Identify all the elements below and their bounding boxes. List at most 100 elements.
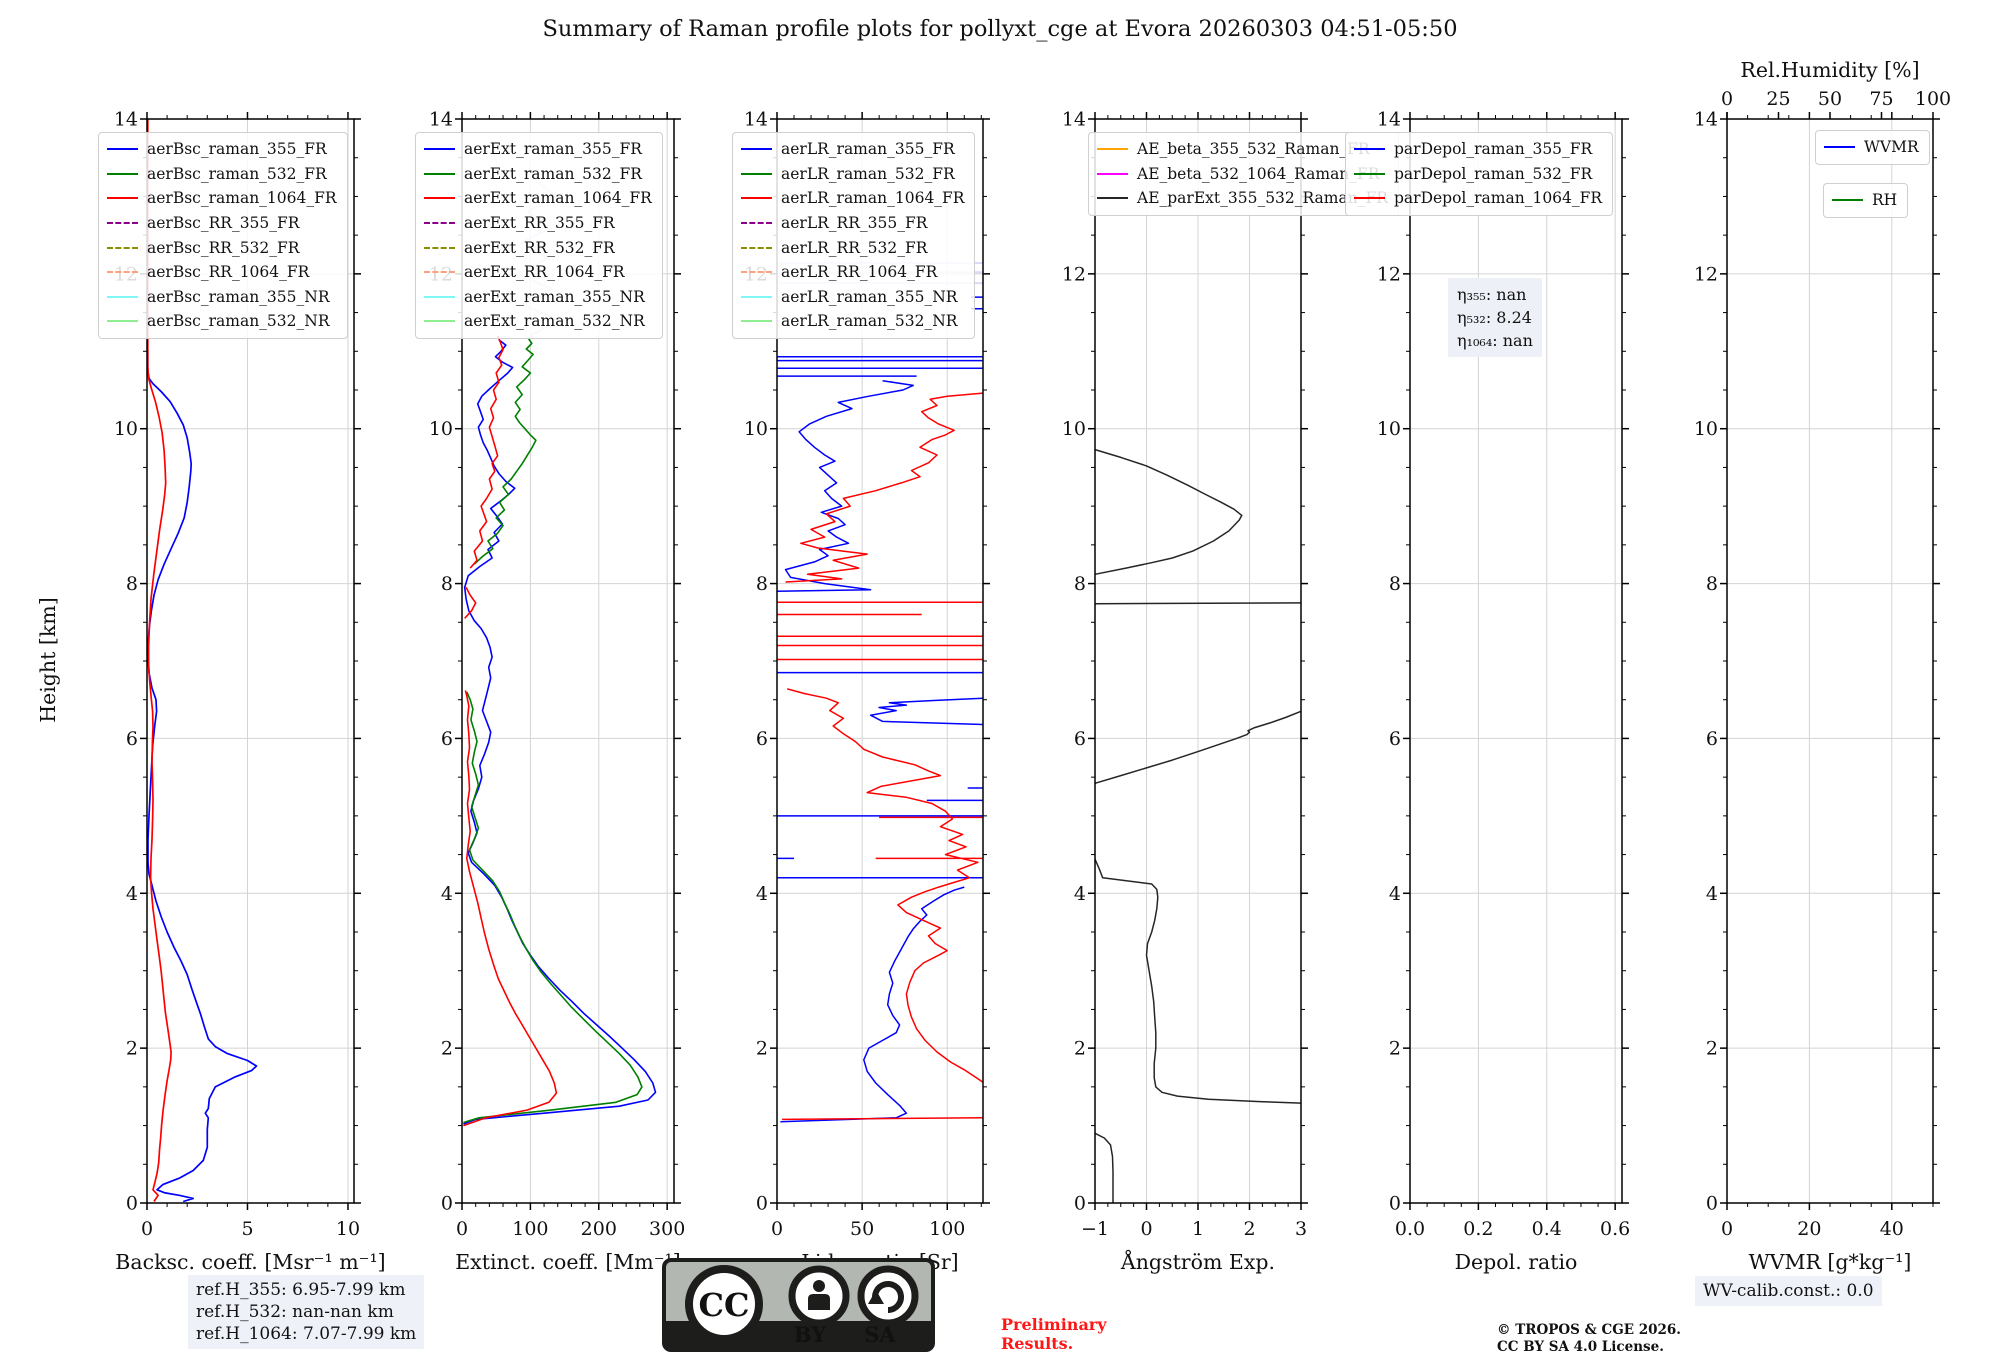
- y-tick-label: 6: [1074, 728, 1086, 750]
- y-tick-label: 12: [1062, 263, 1086, 285]
- y-tick-label: 14: [1694, 109, 1718, 131]
- plot-depol-ratio: 0.0 0.2 0.4 0.6 0 2 4 6 8 10 12 14 Depol. ratio: [1377, 109, 1630, 1275]
- x-tick-label: 100: [512, 1218, 548, 1240]
- series-aerExt_raman_355_NR_faint: [517, 180, 559, 337]
- page-title: Summary of Raman profile plots for polly…: [542, 16, 1458, 42]
- x-tick-label: 0: [1140, 1218, 1152, 1240]
- series-aerExt_raman_355_FR: [463, 339, 657, 1125]
- series-aerBsc_raman_355_FR: [146, 119, 258, 1203]
- plot-frame: [146, 118, 355, 1204]
- series-aerExt_raman_532_FR: [463, 336, 643, 1124]
- x-tick-label: 2: [1243, 1218, 1255, 1240]
- y-tick-label: 6: [1706, 728, 1718, 750]
- y-tick-label: 6: [126, 728, 138, 750]
- y-tick-label: 10: [1062, 418, 1086, 440]
- x-axis-label: Extinct. coeff. [Mm⁻¹]: [455, 1250, 681, 1274]
- y-tick-label: 14: [114, 109, 138, 131]
- series-aerLR_raman_355_FR: [776, 296, 984, 1123]
- top-axis-label: Rel.Humidity [%]: [1740, 58, 1919, 82]
- plot-frame: [1726, 118, 1934, 1204]
- top-tick-label: 0: [1721, 88, 1733, 110]
- y-tick-label: 2: [756, 1038, 768, 1060]
- series-aerExt_raman_1064_FR: [463, 335, 558, 1127]
- x-axis-label: Lidar ratio [Sr]: [801, 1250, 958, 1274]
- y-tick-label: 0: [126, 1193, 138, 1215]
- y-tick-label: 2: [1389, 1038, 1401, 1060]
- x-axis-label: Backsc. coeff. [Msr⁻¹ m⁻¹]: [115, 1250, 385, 1274]
- y-tick-label: 6: [1389, 728, 1401, 750]
- y-tick-label: 0: [441, 1193, 453, 1215]
- top-tick-label: 100: [1915, 88, 1951, 110]
- y-tick-label: 4: [1389, 883, 1401, 905]
- y-tick-label: 14: [744, 109, 768, 131]
- y-tick-label: 4: [126, 883, 138, 905]
- y-tick-label: 4: [1074, 883, 1086, 905]
- series-AE_parExt_355_532_Raman_FR: [1094, 448, 1302, 1203]
- top-tick-label: 75: [1869, 88, 1893, 110]
- x-tick-label: 10: [336, 1218, 360, 1240]
- x-tick-label: 0: [771, 1218, 783, 1240]
- y-tick-label: 12: [744, 263, 768, 285]
- y-tick-label: 2: [441, 1038, 453, 1060]
- x-tick-label: 0: [1721, 1218, 1733, 1240]
- y-tick-label: 12: [429, 263, 453, 285]
- plot-frame: [461, 118, 675, 1204]
- x-tick-label: 5: [241, 1218, 253, 1240]
- y-tick-label: 0: [756, 1193, 768, 1215]
- plot-frame: [1409, 118, 1623, 1204]
- y-tick-label: 10: [114, 418, 138, 440]
- y-tick-label: 10: [744, 418, 768, 440]
- y-tick-label: 8: [441, 573, 453, 595]
- y-tick-label: 10: [429, 418, 453, 440]
- y-tick-label: 2: [1074, 1038, 1086, 1060]
- y-tick-label: 4: [1706, 883, 1718, 905]
- y-tick-label: 2: [1706, 1038, 1718, 1060]
- x-tick-label: 1: [1192, 1218, 1204, 1240]
- y-tick-label: 6: [756, 728, 768, 750]
- y-tick-label: 2: [126, 1038, 138, 1060]
- x-tick-label: 40: [1880, 1218, 1904, 1240]
- x-tick-label: 20: [1797, 1218, 1821, 1240]
- top-tick-label: 50: [1818, 88, 1842, 110]
- y-tick-label: 12: [114, 263, 138, 285]
- x-axis-label: WVMR [g*kg⁻¹]: [1749, 1250, 1912, 1274]
- x-tick-label: 200: [581, 1218, 617, 1240]
- y-tick-label: 4: [441, 883, 453, 905]
- y-tick-label: 6: [441, 728, 453, 750]
- y-tick-label: 10: [1377, 418, 1401, 440]
- x-tick-label: 0.6: [1600, 1218, 1630, 1240]
- y-tick-label: 14: [429, 109, 453, 131]
- x-axis-label: Ångström Exp.: [1120, 1249, 1275, 1274]
- x-tick-label: 100: [929, 1218, 965, 1240]
- x-tick-label: 0: [141, 1218, 153, 1240]
- top-tick-label: 25: [1766, 88, 1790, 110]
- x-tick-label: 3: [1295, 1218, 1307, 1240]
- y-tick-label: 10: [1694, 418, 1718, 440]
- y-tick-label: 8: [126, 573, 138, 595]
- x-tick-label: −1: [1081, 1218, 1109, 1240]
- y-tick-label: 8: [1389, 573, 1401, 595]
- series-aerLR_raman_1064_FR: [777, 392, 984, 1121]
- y-tick-label: 8: [756, 573, 768, 595]
- y-tick-label: 8: [1706, 573, 1718, 595]
- y-tick-label: 14: [1377, 109, 1401, 131]
- y-tick-label: 0: [1389, 1193, 1401, 1215]
- plot-backscatter: 0 5 10 0 2 4 6 8 10 12 14 Backsc. coeff. [Msr⁻¹ m⁻¹…: [114, 109, 386, 1275]
- x-axis-label: Depol. ratio: [1455, 1250, 1578, 1274]
- x-tick-label: 50: [850, 1218, 874, 1240]
- x-tick-label: 0.0: [1395, 1218, 1425, 1240]
- y-tick-label: 4: [756, 883, 768, 905]
- plot-wvmr: 0 20 40 0 2 4 6 8 10 12 14 WVMR [g*kg⁻¹] 0 25 50 75 100 R…: [1694, 58, 1951, 1274]
- series-aerLR_faint_NR: [777, 262, 983, 285]
- y-tick-label: 8: [1074, 573, 1086, 595]
- plot-extinction: 0 100 200 300 0 2 4 6 8 10 12 14 Extinct. coeff. [Mm…: [429, 109, 685, 1275]
- y-tick-label: 12: [1377, 263, 1401, 285]
- series-aerBsc_raman_1064_FR: [146, 119, 172, 1202]
- y-tick-label: 0: [1074, 1193, 1086, 1215]
- x-tick-label: 300: [649, 1218, 685, 1240]
- plot-frame: [776, 118, 984, 1204]
- y-tick-label: 0: [1706, 1193, 1718, 1215]
